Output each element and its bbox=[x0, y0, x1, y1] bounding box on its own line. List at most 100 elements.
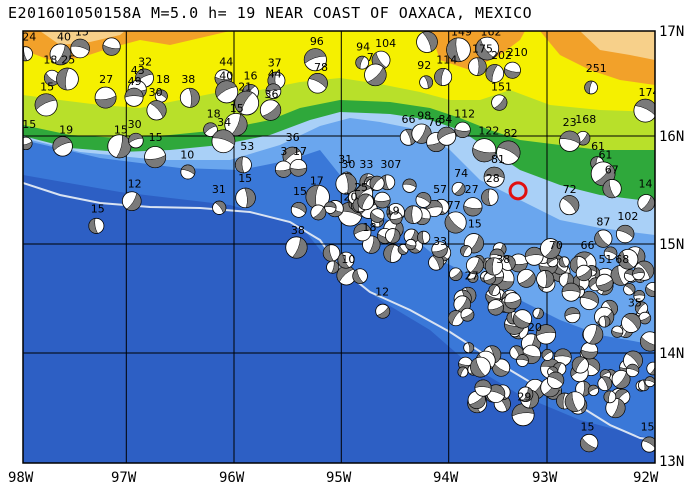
focal-mechanism bbox=[485, 64, 505, 83]
focal-mechanism bbox=[324, 201, 337, 214]
main-event-marker[interactable] bbox=[508, 181, 528, 201]
depth-label: 7 bbox=[367, 51, 374, 64]
depth-label: 102 bbox=[617, 210, 638, 223]
lon-tick-97w: 97W bbox=[111, 470, 137, 486]
depth-label: 29 bbox=[517, 390, 531, 403]
peak-zone bbox=[40, 31, 655, 60]
depth-label: 40 bbox=[219, 70, 233, 83]
focal-mechanism bbox=[322, 244, 341, 262]
focal-mechanism bbox=[234, 156, 252, 174]
depth-label: 17 bbox=[310, 174, 324, 187]
focal-mechanism bbox=[353, 223, 372, 242]
focal-mechanism bbox=[575, 264, 593, 282]
depth-label: 36 bbox=[286, 131, 300, 144]
depth-label: 78 bbox=[314, 61, 328, 74]
focal-mechanism bbox=[481, 188, 499, 206]
focal-mechanism bbox=[535, 324, 557, 345]
focal-mechanism bbox=[470, 356, 491, 378]
depth-label: 82 bbox=[504, 127, 518, 140]
depth-label: 19 bbox=[386, 205, 400, 218]
focal-mechanism bbox=[532, 307, 544, 320]
depth-label: 10 bbox=[107, 21, 121, 34]
focal-mechanism bbox=[603, 246, 618, 261]
focal-mechanism bbox=[49, 43, 72, 66]
depth-label: 33 bbox=[359, 158, 373, 171]
depth-label: 27 bbox=[465, 183, 479, 196]
focal-mechanism bbox=[451, 181, 466, 196]
depth-label: 34 bbox=[217, 116, 231, 129]
focal-mechanism bbox=[540, 238, 561, 259]
depth-label: 61 bbox=[591, 140, 605, 153]
focal-mechanism bbox=[457, 366, 469, 378]
focal-mechanism bbox=[364, 63, 387, 87]
depth-label: 31 bbox=[212, 183, 226, 196]
focal-mechanism bbox=[215, 80, 239, 104]
focal-mechanism bbox=[504, 292, 522, 310]
focal-mechanism bbox=[559, 195, 580, 216]
depth-label: 44 bbox=[219, 56, 233, 69]
focal-mechanism bbox=[463, 342, 475, 354]
depth-label: 307 bbox=[380, 158, 401, 171]
focal-mechanism bbox=[303, 48, 327, 72]
focal-mechanism bbox=[154, 89, 168, 103]
focal-mechanism bbox=[179, 87, 200, 108]
depth-label: 98 bbox=[417, 110, 431, 123]
depth-label: 149 bbox=[451, 25, 472, 38]
depth-label: 25 bbox=[354, 181, 368, 194]
focal-mechanism bbox=[56, 67, 79, 91]
depth-label: 20 bbox=[528, 321, 542, 334]
focal-mechanism bbox=[416, 31, 438, 53]
focal-mechanism bbox=[124, 87, 144, 107]
focal-mechanism bbox=[415, 192, 432, 208]
depth-label: 30 bbox=[128, 118, 142, 131]
focal-mechanism bbox=[355, 55, 370, 70]
depth-label: 15 bbox=[149, 131, 163, 144]
depth-label: 18 bbox=[362, 221, 376, 234]
focal-mechanism bbox=[369, 175, 385, 191]
focal-mechanism bbox=[285, 236, 308, 259]
focal-mechanism bbox=[70, 38, 90, 59]
focal-mechanism bbox=[559, 130, 581, 152]
depth-label: 18 bbox=[156, 73, 170, 86]
depth-label: 51 bbox=[598, 253, 612, 266]
focal-mechanism bbox=[536, 270, 555, 289]
focal-mechanism bbox=[546, 371, 565, 389]
lat-tick-15n: 15N bbox=[659, 237, 684, 253]
lon-tick-95w: 95W bbox=[326, 470, 352, 486]
depth-label: 12 bbox=[375, 286, 389, 299]
focal-mechanism bbox=[144, 146, 167, 169]
depth-label: 27 bbox=[465, 269, 479, 282]
depth-label: 92 bbox=[417, 59, 431, 72]
focal-mechanism bbox=[454, 121, 471, 139]
depth-label: 44 bbox=[268, 67, 282, 80]
focal-mechanism bbox=[310, 204, 327, 221]
depth-label: 20 bbox=[344, 191, 358, 204]
focal-mechanism bbox=[503, 61, 521, 79]
focal-mechanism bbox=[94, 86, 117, 109]
focal-mechanism bbox=[431, 241, 448, 258]
focal-mechanism bbox=[584, 80, 598, 95]
depth-label: 84 bbox=[438, 113, 452, 126]
depth-label: 10 bbox=[180, 148, 194, 161]
depth-label: 16 bbox=[243, 70, 257, 83]
focal-mechanism bbox=[644, 376, 655, 388]
lon-tick-96w: 96W bbox=[219, 470, 245, 486]
focal-mechanism bbox=[553, 348, 572, 367]
depth-label: 21 bbox=[238, 80, 252, 93]
focal-mechanism bbox=[374, 191, 391, 209]
focal-mechanism-layer bbox=[23, 31, 655, 453]
focal-mechanism bbox=[623, 283, 636, 296]
depth-label: 202 bbox=[491, 49, 512, 62]
focal-mechanism bbox=[491, 94, 508, 111]
depth-label: 37 bbox=[268, 57, 282, 70]
depth-label: 66 bbox=[401, 113, 415, 126]
depth-label: 15 bbox=[91, 202, 105, 215]
map-frame bbox=[22, 30, 656, 464]
focal-mechanism bbox=[467, 271, 479, 283]
focal-mechanism bbox=[107, 134, 132, 159]
depth-label: 70 bbox=[549, 239, 563, 252]
depth-label: 87 bbox=[596, 215, 610, 228]
depth-label: 104 bbox=[375, 37, 396, 50]
focal-mechanism bbox=[466, 256, 484, 275]
